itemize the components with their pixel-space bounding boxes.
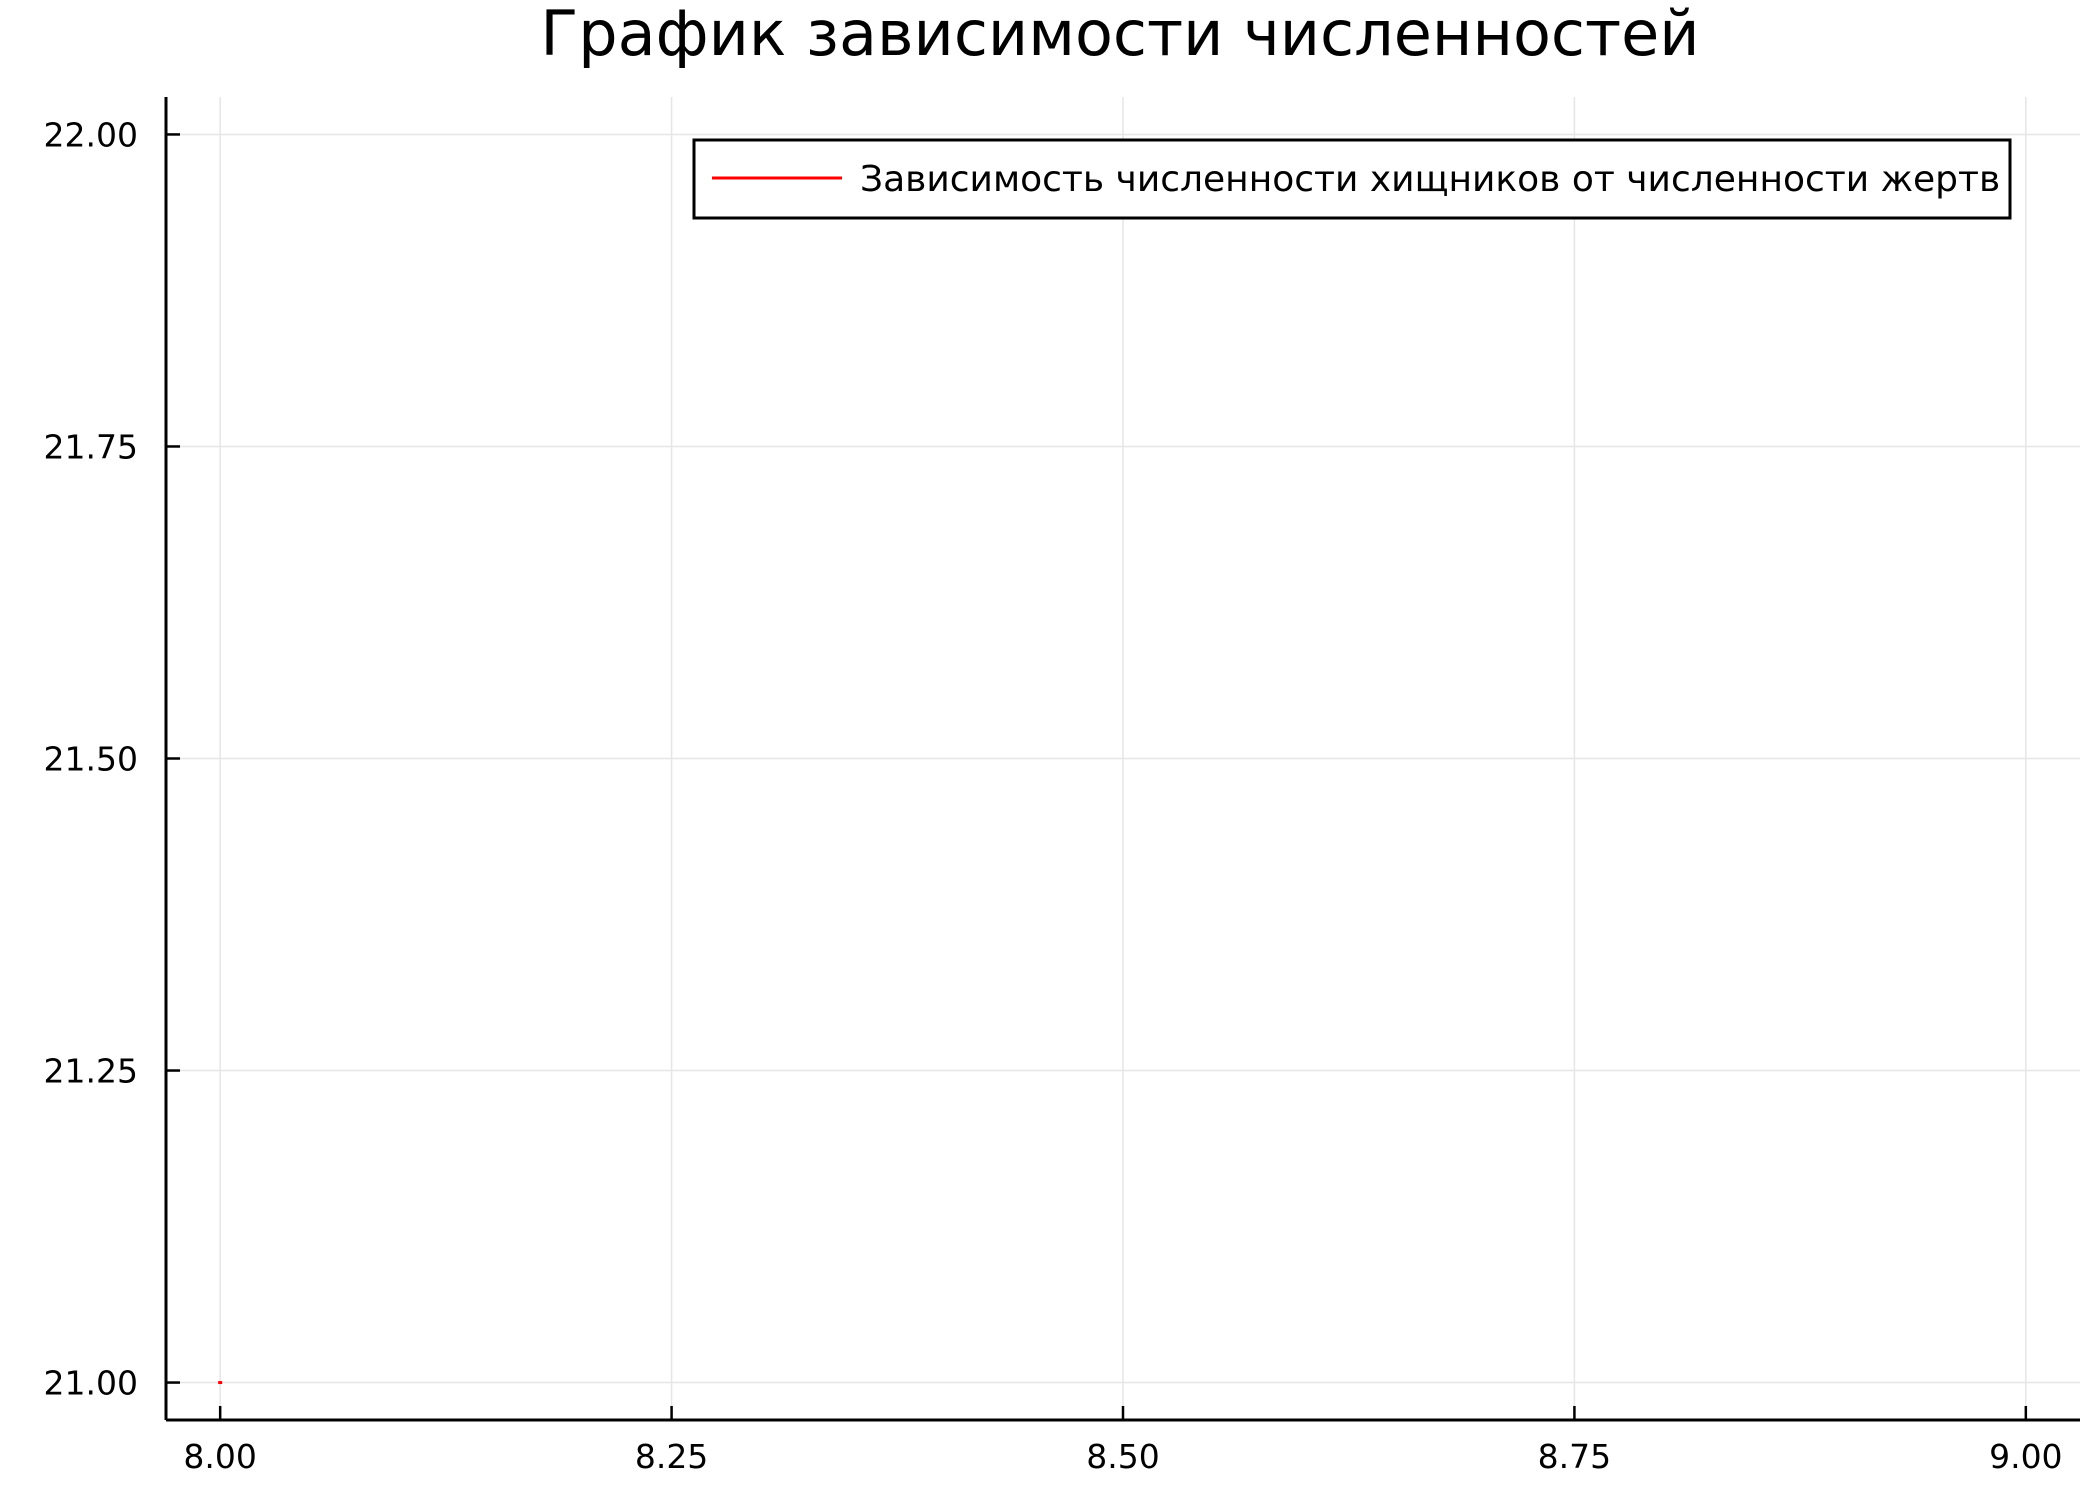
legend-label: Зависимость численности хищников от числ… (860, 159, 2000, 200)
x-tick-label-1: 8.25 (635, 1437, 708, 1476)
x-tick-label-4: 9.00 (1989, 1437, 2062, 1476)
x-tick-label-3: 8.75 (1538, 1437, 1611, 1476)
y-axis-ticks: 21.00 21.25 21.50 21.75 22.00 (44, 115, 180, 1403)
x-tick-label-2: 8.50 (1086, 1437, 1159, 1476)
chart-title: График зависимости численностей (540, 0, 1699, 70)
x-tick-label-0: 8.00 (183, 1437, 256, 1476)
y-tick-label-0: 21.00 (44, 1364, 138, 1403)
y-tick-label-4: 22.00 (44, 115, 138, 154)
legend: Зависимость численности хищников от числ… (692, 138, 2012, 220)
x-axis-ticks: 8.00 8.25 8.50 8.75 9.00 (183, 1406, 2063, 1476)
y-tick-label-1: 21.25 (44, 1052, 138, 1091)
y-tick-label-2: 21.50 (44, 740, 138, 779)
legend-box (692, 138, 2012, 220)
y-tick-label-3: 21.75 (44, 427, 138, 466)
grid (166, 97, 2080, 1420)
